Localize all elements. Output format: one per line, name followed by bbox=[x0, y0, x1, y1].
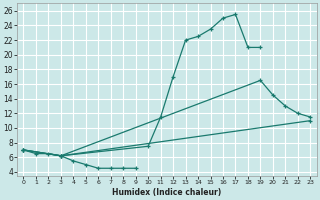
X-axis label: Humidex (Indice chaleur): Humidex (Indice chaleur) bbox=[112, 188, 221, 197]
